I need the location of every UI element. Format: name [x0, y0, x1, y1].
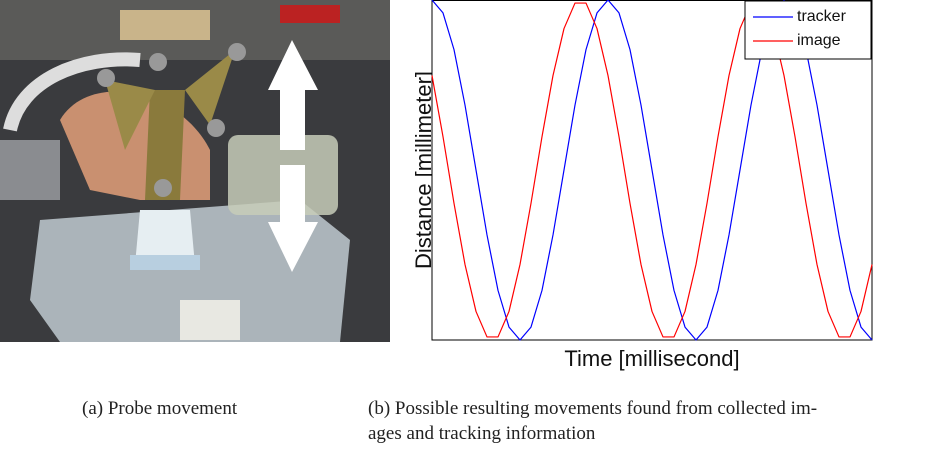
legend-label: tracker: [797, 8, 847, 25]
caption-a: (a) Probe movement: [82, 398, 238, 419]
legend-label: image: [797, 32, 841, 49]
caption-b-line: (b) Possible resulting movements found f…: [368, 398, 817, 419]
legend: tracker image: [744, 0, 872, 60]
caption-b-line: ages and tracking information: [368, 423, 596, 444]
plot-area: tracker image: [431, 0, 873, 341]
photo: [0, 0, 390, 342]
legend-box: [744, 0, 872, 60]
x-axis-label: Time [millisecond]: [564, 346, 739, 371]
series-line: [431, 2, 873, 338]
